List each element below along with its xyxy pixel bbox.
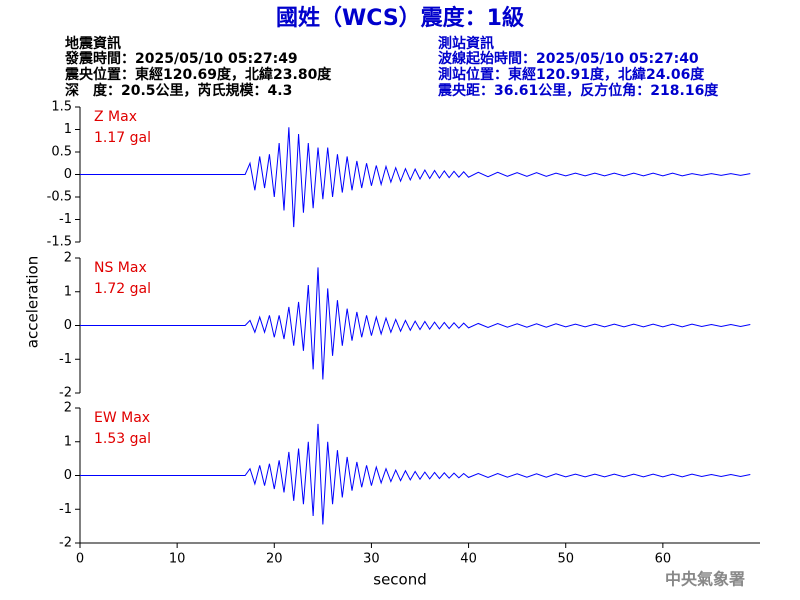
y-tick-label: -1 bbox=[59, 502, 72, 517]
x-tick-label: 10 bbox=[169, 552, 186, 567]
y-tick-label: -1 bbox=[59, 212, 72, 227]
annotation: 1.53 gal bbox=[94, 431, 151, 447]
x-tick-label: 60 bbox=[655, 552, 672, 567]
footer: 中央氣象署 bbox=[665, 570, 745, 589]
x-tick-label: 20 bbox=[266, 552, 283, 567]
info-left: 發震時間：2025/05/10 05:27:49 bbox=[64, 50, 298, 67]
waveform bbox=[80, 267, 751, 380]
y-tick-label: 1 bbox=[64, 122, 72, 137]
waveform bbox=[80, 127, 751, 228]
y-tick-label: 0.5 bbox=[51, 145, 72, 160]
y-tick-label: -0.5 bbox=[47, 190, 72, 205]
y-tick-label: -2 bbox=[59, 386, 72, 401]
x-tick-label: 0 bbox=[76, 552, 84, 567]
y-tick-label: 2 bbox=[64, 401, 72, 416]
x-tick-label: 50 bbox=[557, 552, 574, 567]
annotation: Z Max bbox=[94, 109, 137, 125]
y-tick-label: 0 bbox=[64, 318, 72, 333]
annotation: 1.17 gal bbox=[94, 130, 151, 146]
info-left: 深 度：20.5公里，芮氏規模：4.3 bbox=[65, 82, 292, 99]
waveform bbox=[80, 423, 751, 525]
annotation: 1.72 gal bbox=[94, 281, 151, 297]
chart-title: 國姓（WCS）震度：1級 bbox=[276, 5, 524, 31]
y-tick-label: -1 bbox=[59, 352, 72, 367]
info-left: 地震資訊 bbox=[65, 35, 121, 52]
y-tick-label: -2 bbox=[59, 536, 72, 551]
info-right: 震央距：36.61公里，反方位角：218.16度 bbox=[437, 82, 719, 99]
info-right: 測站資訊 bbox=[438, 35, 494, 52]
y-tick-label: 1.5 bbox=[51, 100, 72, 115]
info-right: 波線起始時間：2025/05/10 05:27:40 bbox=[438, 50, 699, 67]
annotation: EW Max bbox=[94, 410, 150, 426]
x-tick-label: 30 bbox=[363, 552, 380, 567]
info-right: 測站位置：東經120.91度，北緯24.06度 bbox=[438, 66, 705, 83]
y-tick-label: 0 bbox=[64, 468, 72, 483]
y-tick-label: -1.5 bbox=[47, 235, 72, 250]
y-tick-label: 2 bbox=[64, 251, 72, 266]
x-tick-label: 40 bbox=[460, 552, 477, 567]
annotation: NS Max bbox=[94, 260, 147, 276]
y-axis-label: acceleration bbox=[24, 256, 42, 348]
x-axis-label: second bbox=[373, 571, 427, 589]
info-left: 震央位置：東經120.69度，北緯23.80度 bbox=[64, 66, 332, 83]
y-tick-label: 1 bbox=[64, 284, 72, 299]
y-tick-label: 0 bbox=[64, 167, 72, 182]
y-tick-label: 1 bbox=[64, 434, 72, 449]
